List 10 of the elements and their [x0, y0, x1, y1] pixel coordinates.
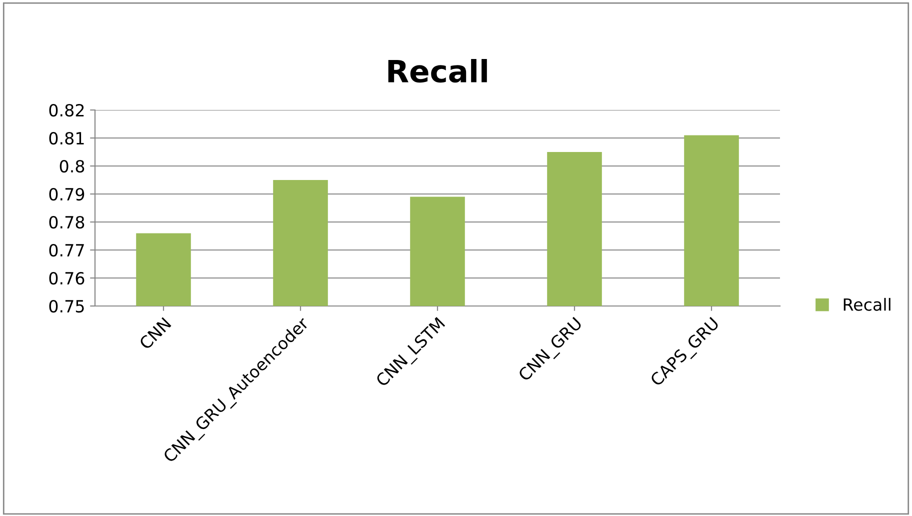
y-tick-label: 0.79	[49, 188, 84, 201]
y-tick-label: 0.81	[49, 132, 84, 145]
legend-label: Recall	[844, 298, 890, 311]
y-tick-label: 0.8	[60, 160, 84, 173]
y-tick-label: 0.75	[49, 300, 84, 313]
chart-title: Recall	[388, 59, 487, 83]
y-tick-label: 0.82	[49, 104, 84, 117]
y-tick-label: 0.77	[49, 244, 84, 257]
y-tick-label: 0.76	[49, 272, 84, 285]
y-tick-label: 0.78	[49, 216, 84, 229]
